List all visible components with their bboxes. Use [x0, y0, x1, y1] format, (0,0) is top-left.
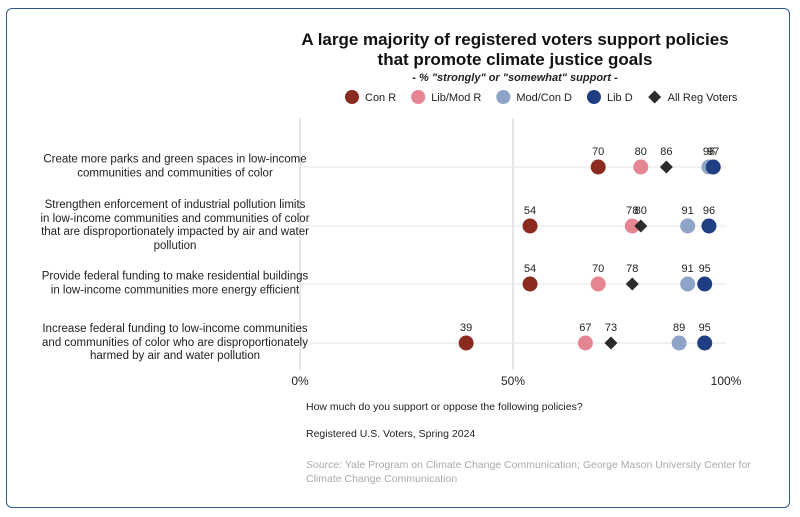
category-label: Strengthen enforcement of industrial pol…	[40, 199, 310, 252]
legend-marker	[345, 90, 359, 104]
dot	[590, 159, 606, 175]
value-label: 91	[682, 263, 694, 275]
value-label: 96	[703, 205, 715, 217]
legend-marker	[496, 90, 511, 104]
value-label: 95	[699, 263, 711, 275]
dot	[671, 335, 687, 351]
value-label: 91	[682, 205, 694, 217]
x-tick-label: 100%	[711, 374, 742, 388]
value-label: 95	[699, 322, 711, 334]
frame	[6, 8, 790, 508]
dot	[701, 218, 717, 234]
value-label: 78	[626, 205, 638, 217]
population: Registered U.S. Voters, Spring 2024	[306, 428, 476, 440]
dot	[680, 218, 696, 234]
legend-marker	[411, 90, 426, 104]
value-label: 86	[660, 146, 672, 158]
dot	[625, 277, 639, 291]
value-label: 80	[635, 205, 647, 217]
dot	[697, 335, 713, 351]
dot	[634, 219, 648, 233]
value-label: 73	[605, 322, 617, 334]
chart-title: that promote climate justice goals	[377, 50, 653, 69]
legend-label: Lib D	[607, 92, 633, 104]
legend-marker	[648, 90, 662, 104]
dot	[590, 276, 606, 292]
source: Source: Yale Program on Climate Change C…	[306, 458, 776, 486]
value-label: 78	[626, 263, 638, 275]
dot	[522, 276, 538, 292]
dot	[659, 160, 673, 174]
value-label: 70	[592, 263, 604, 275]
dot	[577, 335, 593, 351]
dot	[633, 159, 649, 175]
dot	[604, 336, 618, 350]
dot	[705, 159, 721, 175]
dot	[458, 335, 474, 351]
value-label: 39	[460, 322, 472, 334]
category-label: Create more parks and green spaces in lo…	[43, 153, 307, 180]
value-label: 96	[703, 146, 715, 158]
source-label: Source:	[306, 459, 343, 471]
x-tick-label: 0%	[291, 374, 309, 388]
value-label: 80	[635, 146, 647, 158]
source-text: Yale Program on Climate Change Communica…	[306, 459, 751, 485]
x-tick-label: 50%	[501, 374, 525, 388]
legend-label: Con R	[365, 92, 396, 104]
value-label: 67	[579, 322, 591, 334]
category-label: Increase federal funding to low-income c…	[42, 322, 308, 362]
legend-marker	[586, 90, 601, 104]
dot	[697, 276, 713, 292]
dot	[624, 218, 640, 234]
value-label: 70	[592, 146, 604, 158]
legend-label: Lib/Mod R	[431, 92, 481, 104]
chart-title: A large majority of registered voters su…	[301, 30, 729, 49]
subtitle: - % "strongly" or "somewhat" support -	[412, 72, 618, 84]
category-label: Provide federal funding to make resident…	[41, 270, 309, 297]
value-label: 54	[524, 263, 536, 275]
dot	[680, 276, 696, 292]
legend-label: Mod/Con D	[516, 92, 572, 104]
dot	[522, 218, 538, 234]
legend-label: All Reg Voters	[668, 92, 738, 104]
value-label: 97	[707, 146, 719, 158]
value-label: 89	[673, 322, 685, 334]
value-label: 54	[524, 205, 536, 217]
question: How much do you support or oppose the fo…	[306, 401, 583, 413]
